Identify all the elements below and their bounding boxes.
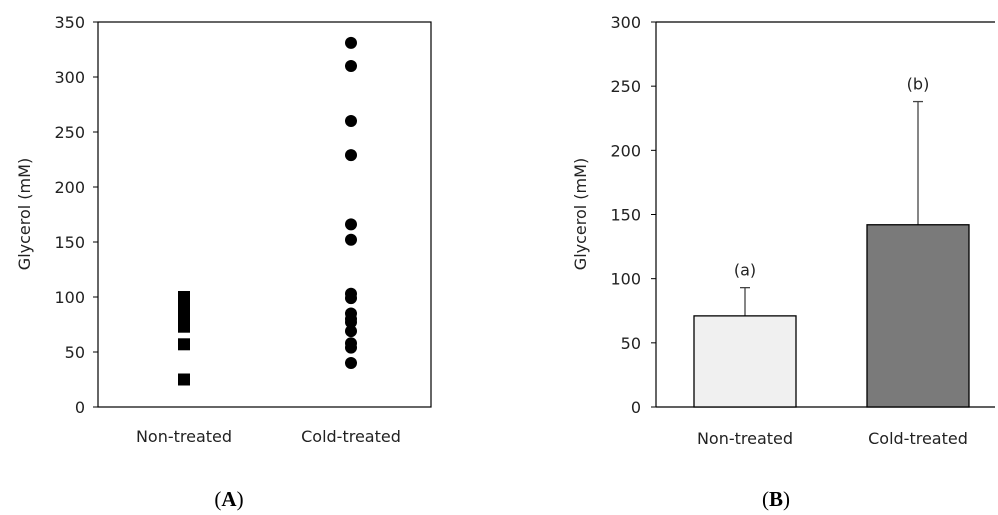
panel-b-letter: B bbox=[769, 487, 783, 511]
panel-b-x-tick-label: Non-treated bbox=[697, 429, 793, 448]
bar bbox=[866, 224, 970, 408]
panel-a-y-tick-label: 50 bbox=[65, 343, 85, 362]
panel-b-y-tick-label: 50 bbox=[621, 334, 641, 353]
panel-a-y-tick-label: 350 bbox=[54, 13, 85, 32]
data-point-square bbox=[178, 320, 190, 333]
data-point-circle bbox=[345, 149, 357, 162]
data-point-square bbox=[178, 373, 190, 386]
data-point-circle bbox=[345, 60, 357, 72]
panel-b-chart: 0 50 100 150 200 250 300 (a) (b) Non-treated Col… bbox=[571, 13, 995, 511]
panel-b-x-ticks: Non-treated Cold-treated bbox=[697, 429, 968, 448]
data-point-circle bbox=[345, 357, 357, 369]
panel-a-chart: 0 50 100 150 200 250 300 350 Non-treated Cold-tr… bbox=[15, 13, 432, 511]
data-point-circle bbox=[345, 233, 357, 246]
data-point-circle bbox=[345, 341, 357, 354]
panel-b-y-tick-label: 100 bbox=[610, 270, 641, 289]
panel-a-x-tick-label: Non-treated bbox=[136, 427, 232, 446]
panel-b-y-tick-label: 150 bbox=[610, 206, 641, 225]
panel-b-y-tick-label: 300 bbox=[610, 13, 641, 32]
panel-a-points bbox=[178, 36, 357, 386]
panel-a-y-ticks: 0 50 100 150 200 250 300 350 bbox=[54, 13, 98, 417]
panel-a-y-tick-label: 300 bbox=[54, 68, 85, 87]
panel-b-y-tick-label: 0 bbox=[631, 398, 641, 417]
panel-b-y-ticks: 0 50 100 150 200 250 300 bbox=[610, 13, 656, 417]
panel-a-y-axis-label: Glycerol (mM) bbox=[15, 158, 34, 270]
panel-a-y-tick-label: 200 bbox=[54, 178, 85, 197]
data-point-circle bbox=[345, 292, 357, 305]
panel-a-x-tick-label: Cold-treated bbox=[301, 427, 401, 446]
panel-b-bars: (a) (b) bbox=[693, 75, 970, 408]
data-point-circle bbox=[345, 36, 357, 49]
data-point-circle bbox=[345, 325, 357, 338]
data-point-square bbox=[178, 338, 190, 351]
panel-a-plot-frame bbox=[97, 21, 432, 408]
panel-a-y-tick-label: 150 bbox=[54, 233, 85, 252]
data-point-circle bbox=[345, 316, 357, 329]
panel-a-y-tick-label: 100 bbox=[54, 288, 85, 307]
panel-a-x-ticks: Non-treated Cold-treated bbox=[136, 427, 401, 446]
panel-a-y-tick-label: 250 bbox=[54, 123, 85, 142]
panel-a-label: (A) bbox=[214, 487, 243, 511]
panel-b-y-tick-label: 250 bbox=[610, 77, 641, 96]
panel-b-x-tick-label: Cold-treated bbox=[868, 429, 968, 448]
data-point-circle bbox=[345, 218, 357, 231]
panel-b-y-axis-label: Glycerol (mM) bbox=[571, 158, 590, 270]
significance-annotation: (b) bbox=[907, 75, 930, 94]
panel-b-y-tick-label: 200 bbox=[610, 141, 641, 160]
panel-a-y-tick-label: 0 bbox=[75, 398, 85, 417]
panel-a-letter: A bbox=[221, 487, 237, 511]
panel-b-label: (B) bbox=[762, 487, 790, 511]
data-point-circle bbox=[345, 115, 357, 127]
bar bbox=[693, 315, 797, 408]
significance-annotation: (a) bbox=[734, 261, 756, 280]
